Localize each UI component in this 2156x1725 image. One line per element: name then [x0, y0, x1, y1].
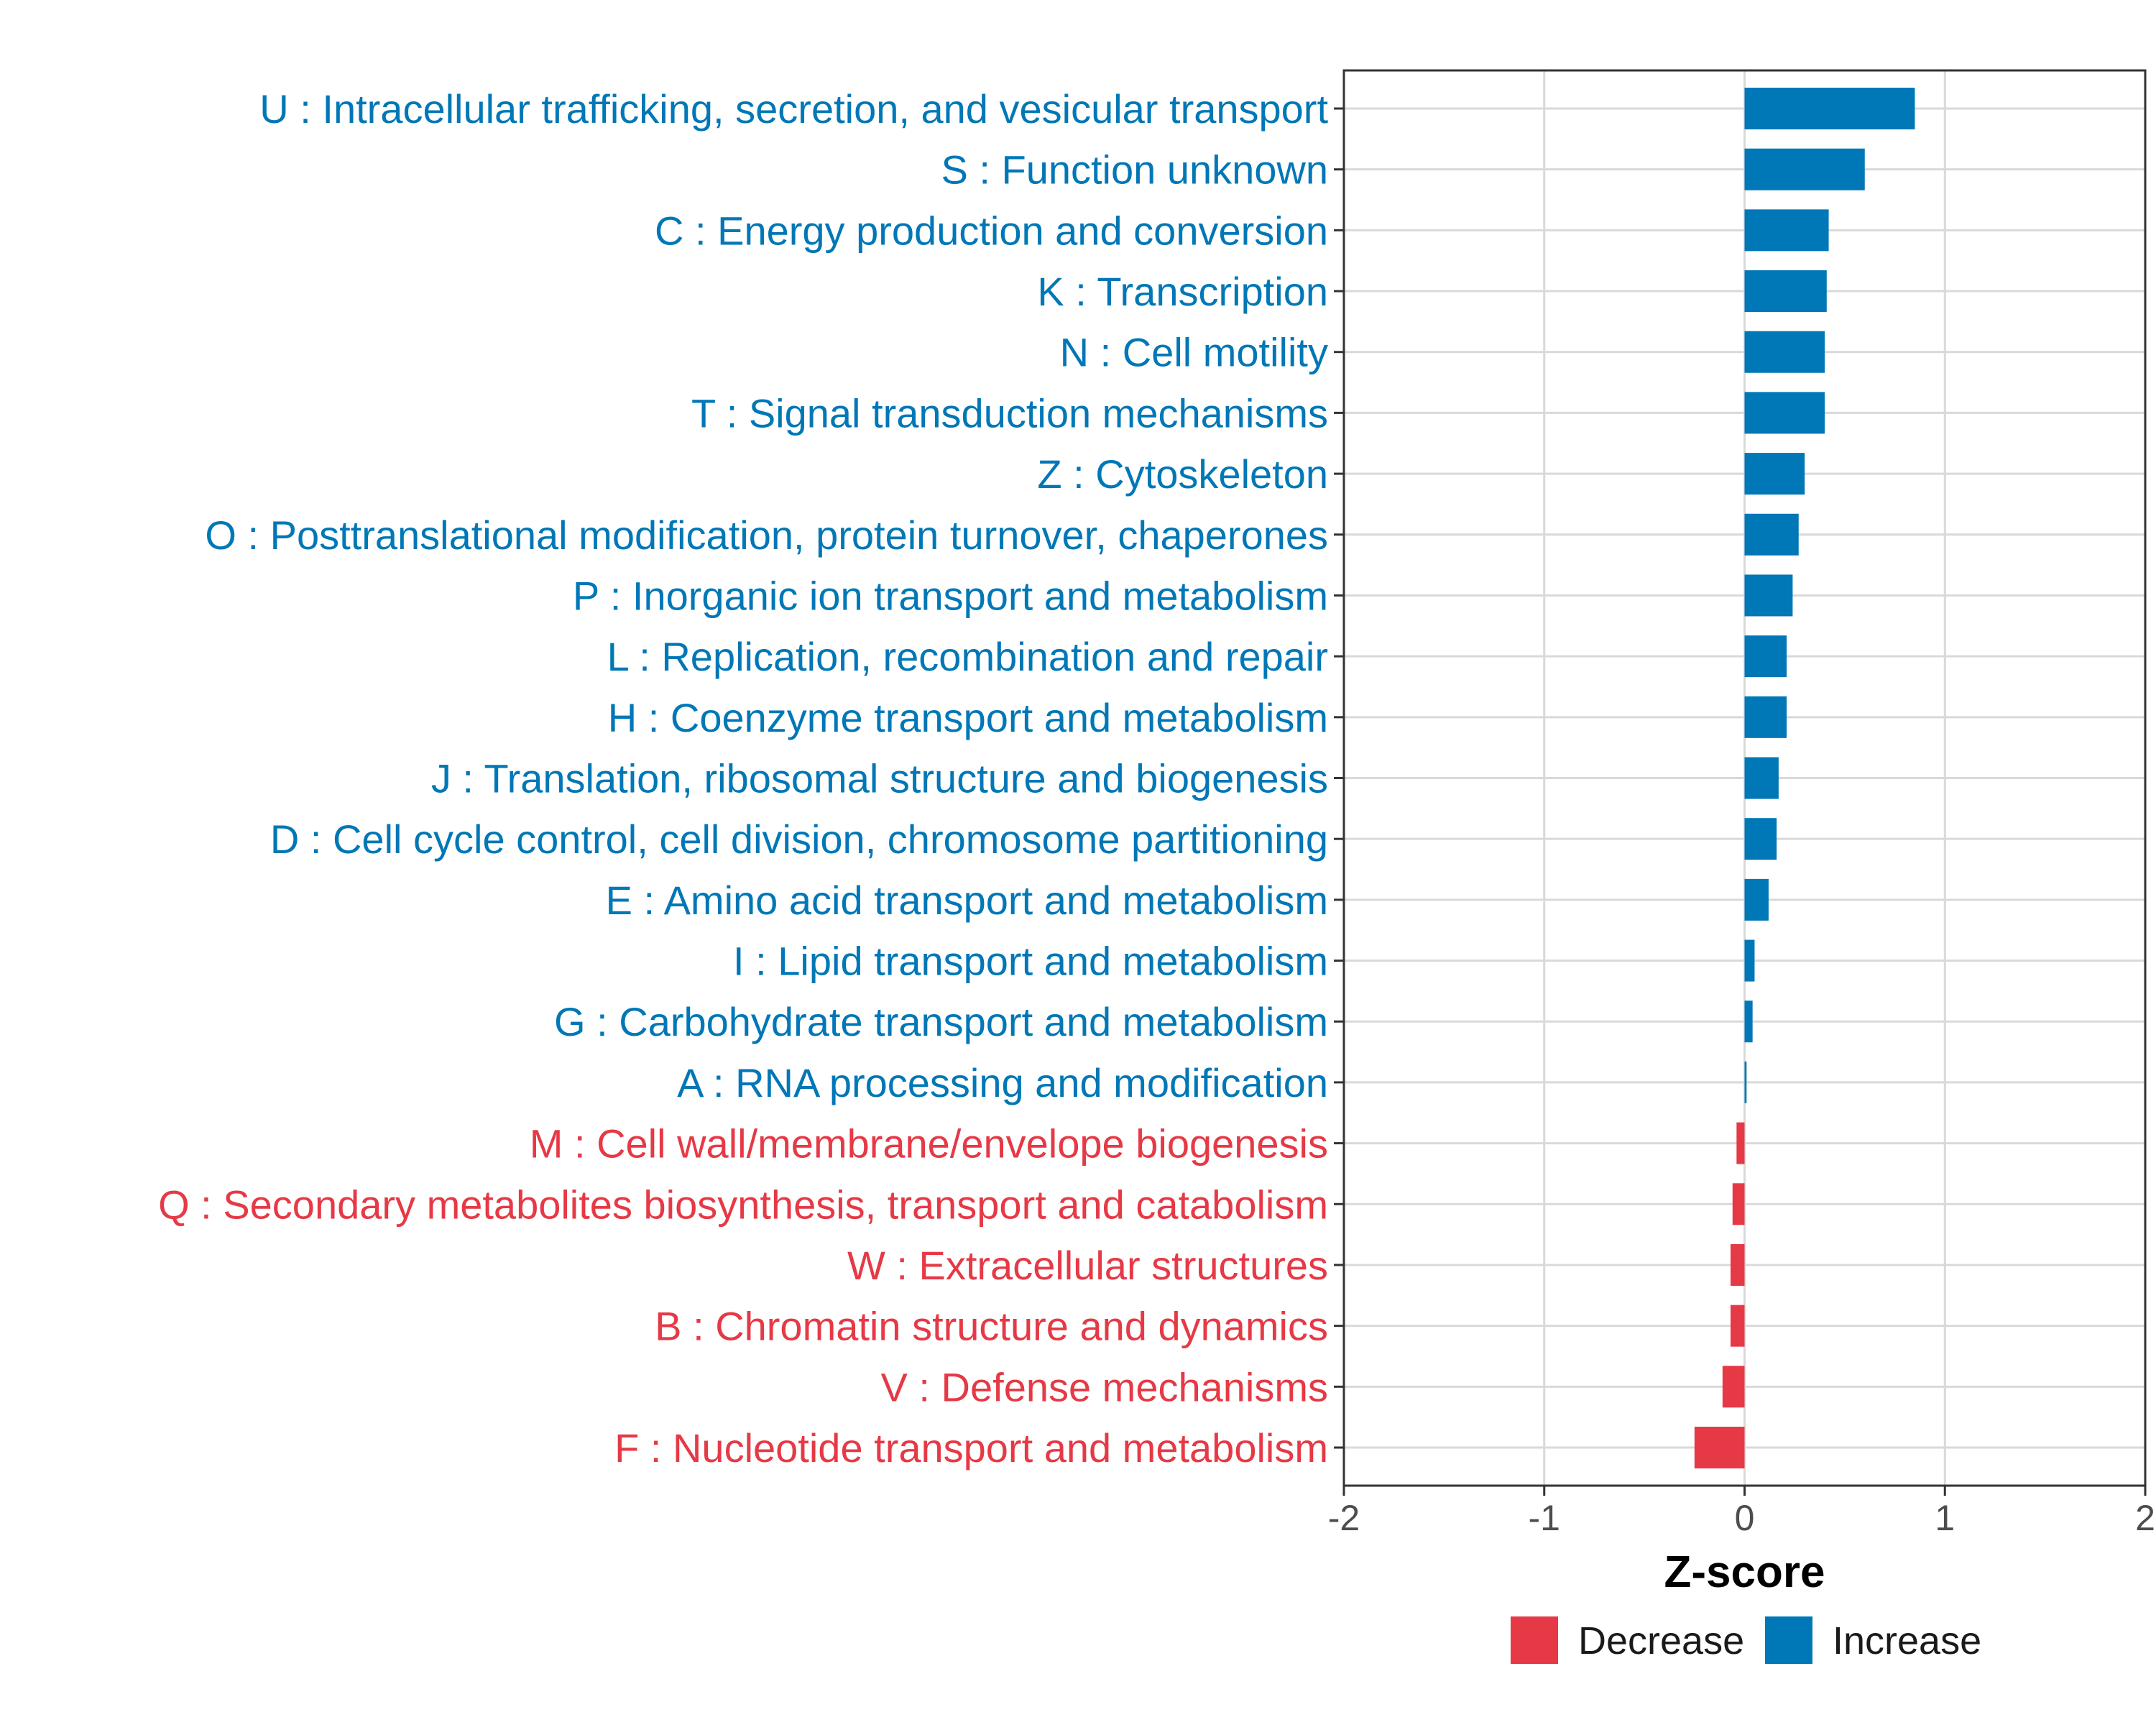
- category-label: N : Cell motility: [1060, 330, 1328, 375]
- bar: [1744, 757, 1779, 799]
- bar: [1744, 696, 1787, 738]
- category-label: A : RNA processing and modification: [677, 1060, 1328, 1105]
- x-tick-label: 1: [1935, 1498, 1955, 1538]
- x-axis-title: Z-score: [1664, 1547, 1825, 1597]
- bar: [1694, 1427, 1745, 1468]
- bars: [1694, 88, 1915, 1468]
- y-axis: U : Intracellular trafficking, secretion…: [158, 86, 1344, 1471]
- bar: [1744, 574, 1793, 617]
- bar: [1736, 1122, 1745, 1164]
- category-label: S : Function unknown: [941, 147, 1328, 193]
- category-label: M : Cell wall/membrane/envelope biogenes…: [530, 1121, 1328, 1167]
- category-label: W : Extracellular structures: [847, 1243, 1328, 1288]
- x-tick-label: -1: [1529, 1498, 1560, 1538]
- category-label: G : Carbohydrate transport and metabolis…: [554, 999, 1328, 1044]
- bar: [1744, 270, 1827, 313]
- bar: [1744, 1061, 1747, 1103]
- category-label: L : Replication, recombination and repai…: [607, 634, 1328, 679]
- x-axis: -2 -1 0 1 2: [1328, 1486, 2155, 1538]
- bar: [1730, 1243, 1745, 1286]
- bar: [1744, 453, 1805, 495]
- bar: [1744, 1000, 1753, 1043]
- category-label: J : Translation, ribosomal structure and…: [431, 756, 1328, 801]
- category-label: Q : Secondary metabolites biosynthesis, …: [158, 1182, 1328, 1227]
- bar: [1744, 513, 1799, 556]
- bar: [1730, 1305, 1745, 1347]
- category-label: V : Defense mechanisms: [881, 1364, 1328, 1409]
- legend-swatch: [1765, 1616, 1812, 1664]
- category-label: E : Amino acid transport and metabolism: [606, 878, 1328, 923]
- legend-label: Increase: [1833, 1619, 1981, 1662]
- bar: [1744, 818, 1777, 860]
- bar: [1744, 635, 1787, 678]
- bar: [1744, 392, 1825, 434]
- category-label: U : Intracellular trafficking, secretion…: [259, 86, 1328, 132]
- category-label: C : Energy production and conversion: [655, 208, 1328, 253]
- bar: [1722, 1366, 1745, 1408]
- legend-swatch: [1511, 1616, 1558, 1664]
- x-tick-label: 0: [1735, 1498, 1755, 1538]
- category-label: Z : Cytoskeleton: [1037, 451, 1328, 497]
- x-tick-label: 2: [2135, 1498, 2155, 1538]
- category-label: D : Cell cycle control, cell division, c…: [270, 816, 1328, 862]
- bar: [1744, 209, 1829, 252]
- x-tick-label: -2: [1328, 1498, 1360, 1538]
- category-label: I : Lipid transport and metabolism: [733, 939, 1328, 984]
- bar: [1744, 88, 1915, 129]
- category-label: P : Inorganic ion transport and metaboli…: [573, 573, 1328, 618]
- bar: [1732, 1183, 1745, 1225]
- bar: [1744, 878, 1769, 921]
- bar: [1744, 331, 1825, 373]
- bar: [1744, 939, 1755, 982]
- legend-label: Decrease: [1578, 1619, 1744, 1662]
- bar: [1744, 148, 1865, 190]
- category-label: T : Signal transduction mechanisms: [691, 390, 1328, 436]
- category-label: F : Nucleotide transport and metabolism: [614, 1425, 1328, 1471]
- category-label: H : Coenzyme transport and metabolism: [608, 695, 1328, 740]
- legend: Decrease Increase: [1511, 1616, 1981, 1664]
- category-label: K : Transcription: [1037, 269, 1328, 314]
- category-label: O : Posttranslational modification, prot…: [205, 512, 1328, 558]
- category-label: B : Chromatin structure and dynamics: [655, 1304, 1328, 1349]
